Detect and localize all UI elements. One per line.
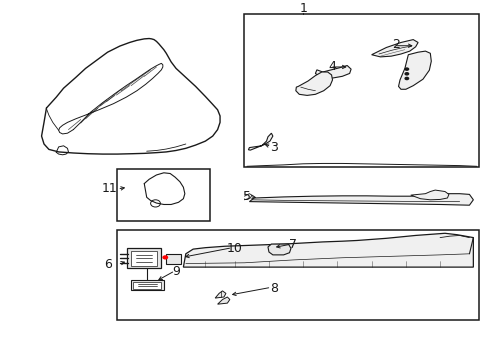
Text: 4: 4 [328, 60, 336, 73]
Polygon shape [315, 66, 350, 78]
Polygon shape [166, 254, 181, 264]
Bar [117, 169, 210, 221]
Text: 5: 5 [243, 190, 250, 203]
Polygon shape [133, 282, 161, 289]
Text: 8: 8 [269, 282, 277, 294]
Polygon shape [249, 194, 472, 205]
Polygon shape [131, 251, 157, 266]
Text: 10: 10 [226, 242, 242, 255]
Bar [117, 230, 478, 320]
Circle shape [404, 67, 408, 71]
Circle shape [404, 77, 408, 80]
Polygon shape [217, 297, 229, 304]
Circle shape [404, 72, 408, 76]
Text: 9: 9 [172, 265, 180, 278]
Polygon shape [410, 190, 448, 200]
Polygon shape [248, 133, 272, 150]
Text: 3: 3 [269, 141, 277, 154]
Bar [244, 14, 478, 167]
Text: 2: 2 [391, 39, 399, 51]
Polygon shape [127, 248, 161, 268]
Text: 11: 11 [102, 183, 118, 195]
Circle shape [162, 255, 168, 260]
Polygon shape [371, 40, 417, 57]
Text: 6: 6 [103, 258, 111, 271]
Polygon shape [398, 51, 430, 89]
Text: 7: 7 [289, 238, 297, 251]
Polygon shape [267, 244, 290, 255]
Circle shape [150, 200, 160, 207]
Polygon shape [131, 280, 163, 290]
Polygon shape [295, 72, 332, 95]
Polygon shape [215, 291, 225, 298]
Polygon shape [183, 233, 472, 267]
Text: 1: 1 [299, 3, 306, 15]
